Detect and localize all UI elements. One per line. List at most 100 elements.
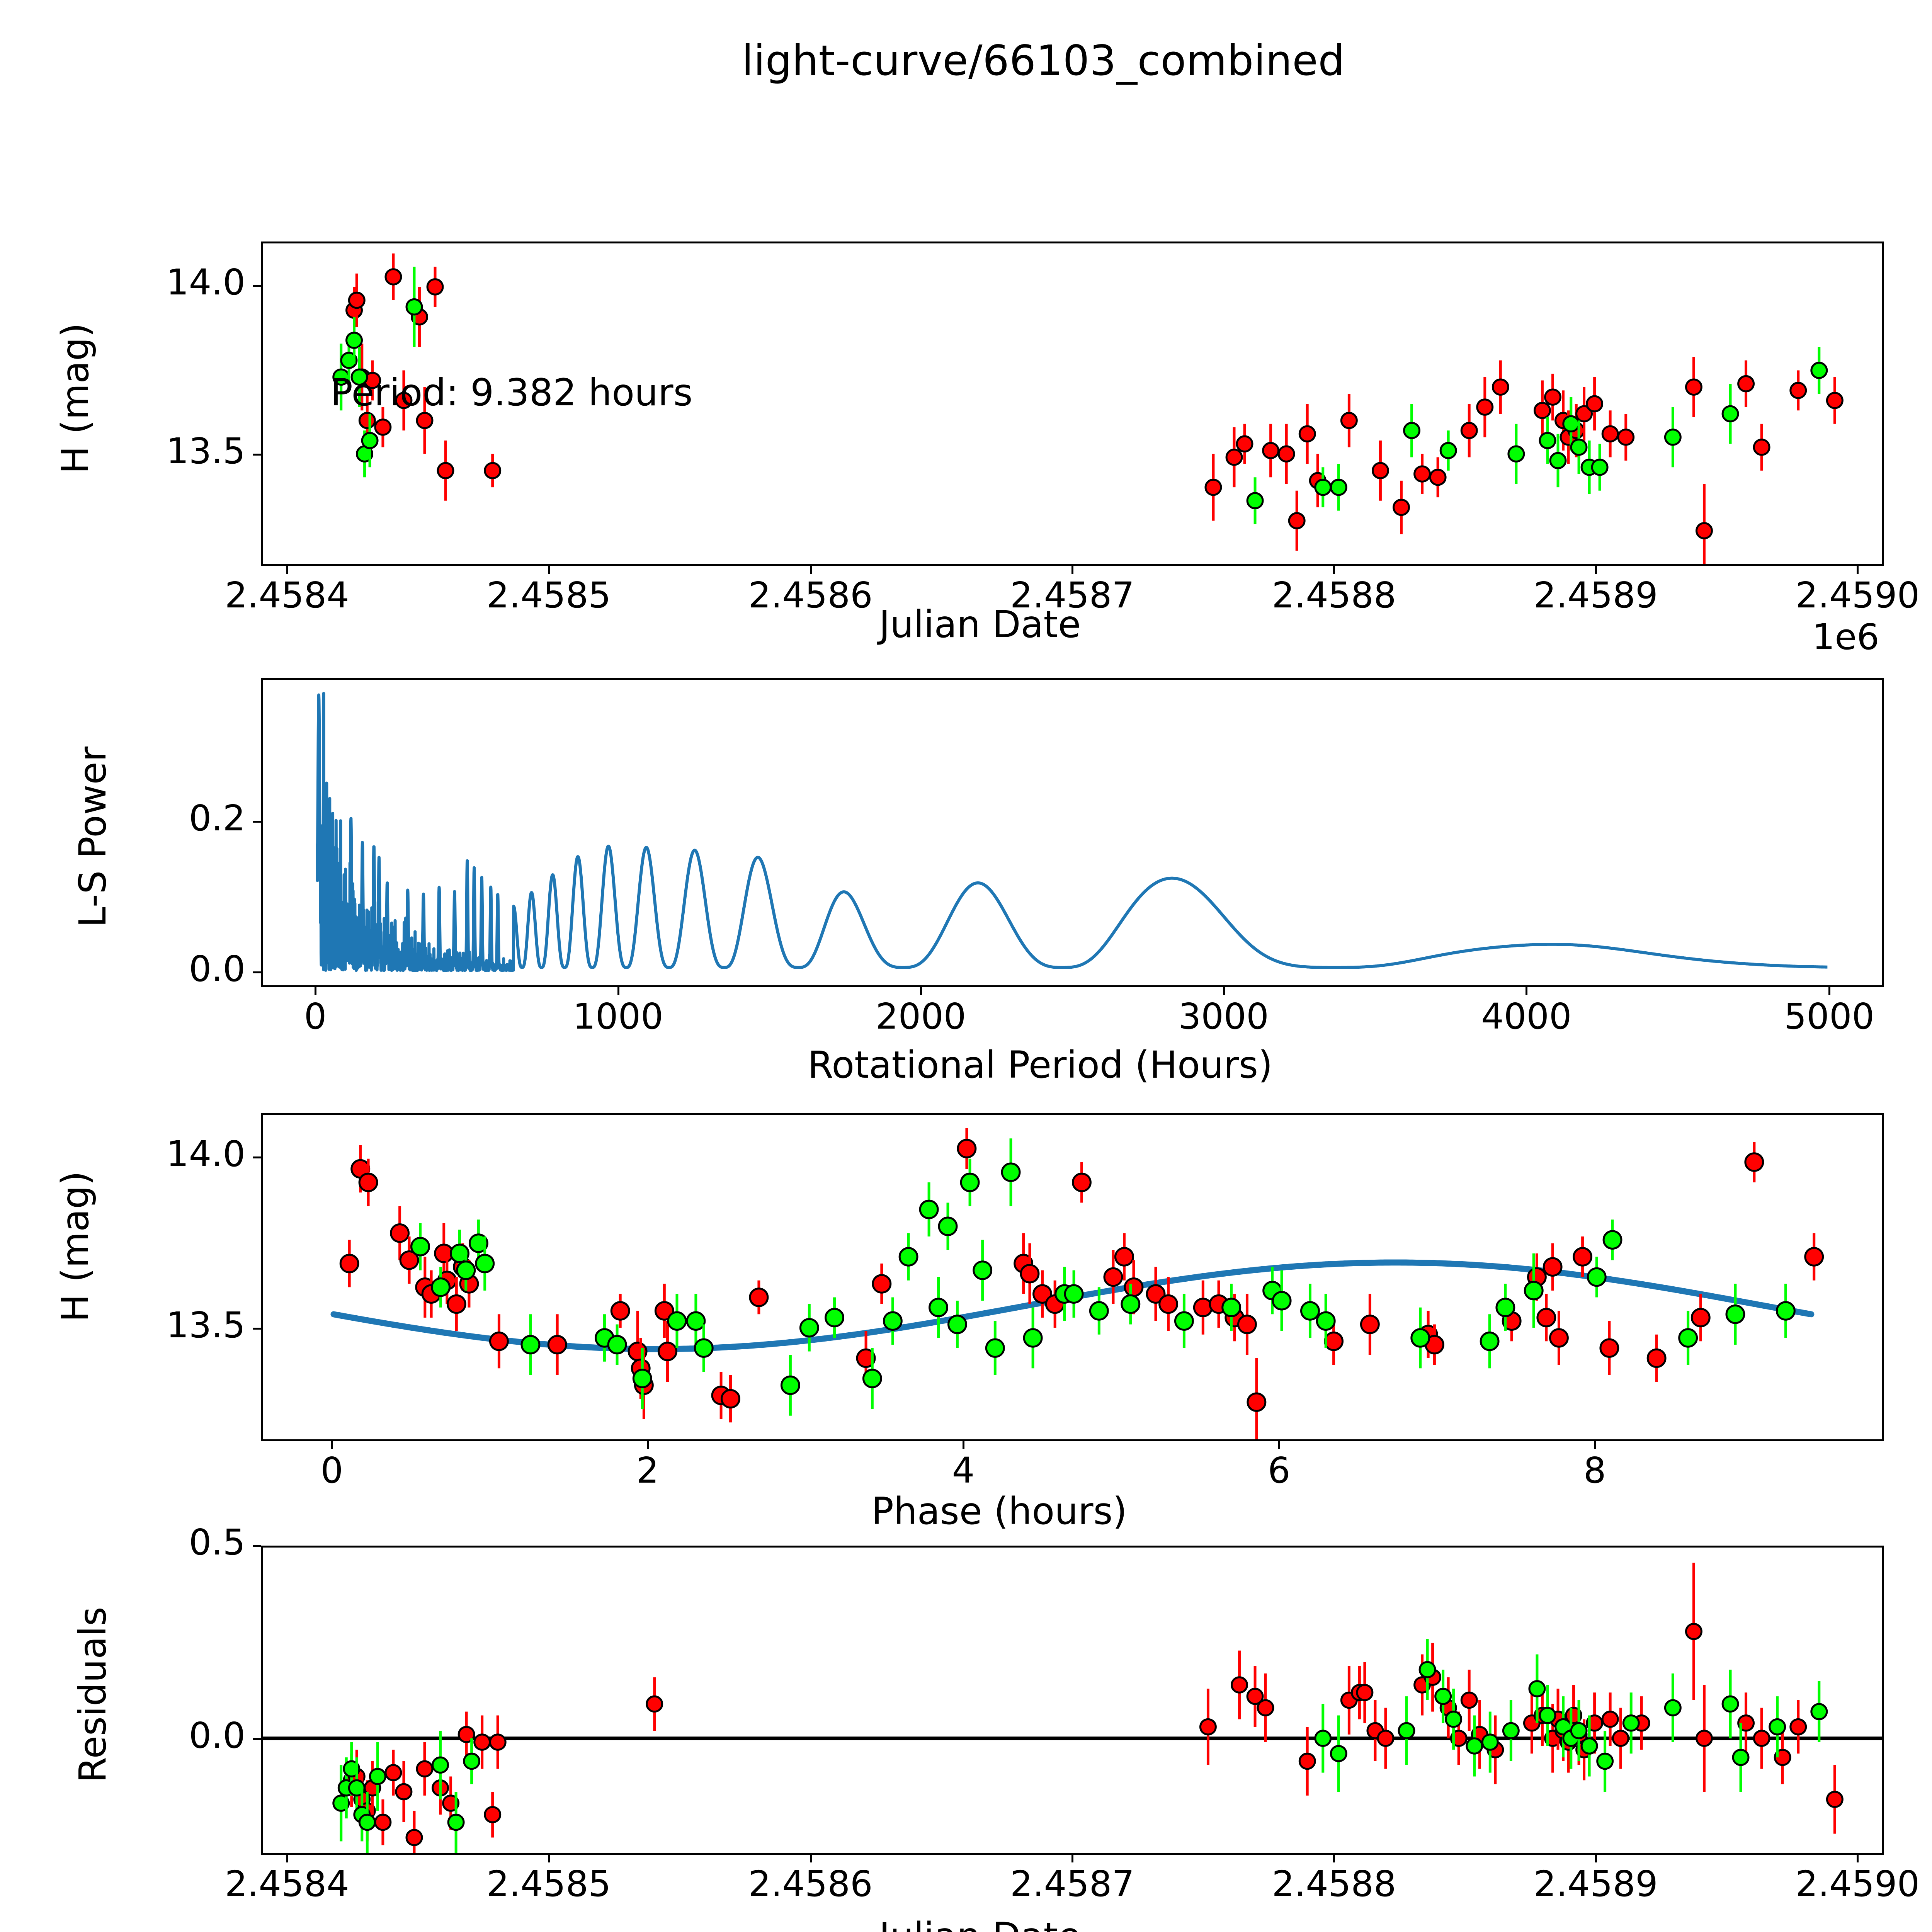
- xtick-mark: [646, 1441, 649, 1449]
- data-point: [1246, 1687, 1264, 1705]
- data-point: [721, 1389, 740, 1409]
- data-point: [654, 1301, 674, 1321]
- xtick-label: 2000: [876, 996, 966, 1037]
- xtick-label: 2.4588: [1272, 575, 1396, 616]
- data-point: [1507, 445, 1525, 463]
- lightcurve-x-offset: 1e6: [1812, 616, 1879, 658]
- data-point: [1690, 1308, 1711, 1328]
- data-point: [1288, 512, 1306, 529]
- periodogram-xlabel: Rotational Period (Hours): [808, 1043, 1273, 1087]
- data-point: [1020, 1264, 1040, 1284]
- data-point: [361, 432, 379, 449]
- phasefold-plot-area: [330, 1128, 1824, 1439]
- data-point: [416, 412, 434, 429]
- ytick-mark: [253, 1738, 261, 1740]
- ytick-mark: [253, 1156, 261, 1159]
- data-point: [1826, 1791, 1844, 1808]
- series-red: [343, 1563, 1844, 1853]
- data-point: [1445, 1711, 1463, 1728]
- data-point: [1591, 459, 1609, 476]
- data-point: [1340, 412, 1358, 429]
- data-point: [1466, 1737, 1483, 1755]
- data-point: [447, 1813, 465, 1831]
- data-point: [985, 1338, 1005, 1358]
- data-point: [1562, 415, 1580, 433]
- data-point: [410, 1237, 430, 1257]
- data-point: [1398, 1722, 1415, 1740]
- data-point: [1586, 1714, 1604, 1732]
- xtick-mark: [1223, 987, 1225, 995]
- data-point: [1393, 498, 1410, 516]
- data-point: [1549, 1328, 1569, 1348]
- data-point: [607, 1335, 627, 1355]
- data-point: [1601, 425, 1619, 443]
- xtick-label: 2.4590: [1795, 575, 1920, 616]
- ytick-label: 0.0: [189, 1715, 245, 1756]
- data-point: [1476, 398, 1494, 416]
- data-point: [1410, 1328, 1430, 1348]
- data-point: [1460, 422, 1478, 439]
- data-point: [520, 1335, 541, 1355]
- data-point: [446, 1294, 466, 1314]
- data-point: [1789, 1718, 1807, 1736]
- xtick-mark: [810, 566, 812, 574]
- xtick-label: 1000: [573, 996, 663, 1037]
- residuals-x-offset: 1e6: [1812, 1928, 1879, 1932]
- xtick-label: 2.4590: [1795, 1863, 1920, 1905]
- data-point: [390, 1223, 410, 1243]
- residuals-plot-area: [263, 1563, 1882, 1853]
- data-point: [374, 1813, 392, 1831]
- data-point: [957, 1139, 977, 1158]
- data-point: [1536, 1308, 1556, 1328]
- data-point: [1221, 1298, 1242, 1317]
- data-point: [1434, 1687, 1452, 1705]
- data-point: [484, 462, 502, 480]
- data-point: [1377, 1730, 1395, 1747]
- data-point: [1257, 1699, 1274, 1716]
- data-point: [1685, 378, 1702, 396]
- xtick-mark: [920, 987, 922, 995]
- data-point: [1001, 1162, 1021, 1182]
- ytick-mark: [253, 284, 261, 287]
- data-point: [489, 1332, 509, 1351]
- xtick-mark: [1857, 566, 1859, 574]
- data-point: [1158, 1294, 1179, 1314]
- data-point: [345, 332, 363, 349]
- periodogram-plot-area: [316, 692, 1829, 972]
- data-point: [456, 1260, 476, 1280]
- data-point: [1528, 1680, 1546, 1697]
- data-point: [694, 1338, 714, 1358]
- xtick-label: 2.4586: [748, 1863, 873, 1905]
- xtick-mark: [286, 566, 288, 574]
- data-point: [1146, 1284, 1166, 1304]
- data-point: [1601, 1711, 1619, 1728]
- data-point: [1570, 439, 1588, 456]
- data-point: [1103, 1267, 1123, 1287]
- data-point: [1664, 1699, 1682, 1716]
- data-point: [395, 1783, 413, 1801]
- data-point: [1089, 1301, 1109, 1321]
- xtick-mark: [1595, 1855, 1597, 1862]
- data-point: [369, 1768, 386, 1785]
- xtick-label: 4: [952, 1450, 975, 1491]
- data-point: [646, 1695, 663, 1713]
- data-point: [1678, 1328, 1698, 1348]
- data-point: [1810, 362, 1828, 379]
- data-point: [1247, 1392, 1267, 1412]
- data-point: [1599, 1338, 1619, 1358]
- lightcurve-ylabel: H (mag): [54, 323, 97, 474]
- data-point: [1573, 1247, 1593, 1267]
- ytick-mark: [253, 971, 261, 973]
- data-point: [749, 1287, 769, 1307]
- data-point: [1372, 462, 1389, 480]
- data-point: [1769, 1718, 1786, 1736]
- data-point: [1732, 1748, 1750, 1766]
- data-point: [1298, 1752, 1316, 1770]
- data-point: [1721, 405, 1739, 423]
- data-point: [632, 1369, 652, 1388]
- data-point: [1193, 1298, 1213, 1317]
- xtick-mark: [315, 987, 317, 995]
- data-point: [1524, 1281, 1544, 1301]
- data-point: [384, 1764, 402, 1781]
- data-point: [1696, 522, 1713, 539]
